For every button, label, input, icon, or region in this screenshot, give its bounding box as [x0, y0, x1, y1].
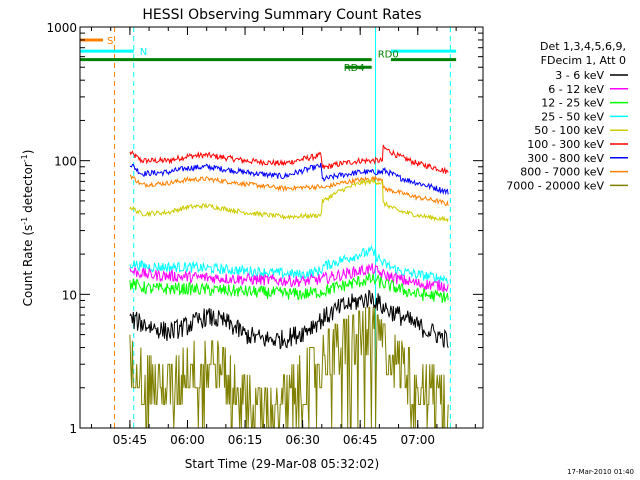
legend-label-6-12-kev: 6 - 12 keV — [548, 83, 604, 96]
series-7000-20000-kev — [129, 306, 449, 429]
legend-label-300-800-kev: 300 - 800 keV — [527, 152, 604, 165]
x-axis: 05:45 06:00 06:15 06:30 06:45 07:00 — [91, 27, 476, 447]
legend: Det 1,3,4,5,6,9, FDecim 1, Att 0 3 - 6 k… — [506, 40, 628, 192]
legend-label-25-50-kev: 25 - 50 keV — [541, 110, 604, 123]
plot-frame — [79, 26, 484, 429]
x-tick-label: 06:45 — [343, 433, 378, 447]
y-tick-label: 1000 — [46, 21, 77, 35]
series-100-300-kev — [129, 144, 449, 175]
x-tick-label: 06:15 — [228, 433, 263, 447]
series-6-12-kev — [129, 263, 449, 293]
x-tick-label: 05:45 — [113, 433, 148, 447]
generation-timestamp: 17-Mar-2010 01:40 — [567, 468, 634, 476]
series-50-100-kev — [129, 178, 449, 223]
y-axis-label: Count Rate (s-1 detector-1) — [20, 150, 35, 307]
y-axis-label-sup2: -1 — [20, 154, 29, 162]
y-tick-label: 10 — [62, 288, 77, 302]
legend-label-7000-20000-kev: 7000 - 20000 keV — [506, 179, 604, 192]
flag-label-n: N — [140, 47, 147, 58]
flag-label-rd4: RD4 — [344, 63, 365, 74]
flag-label-rd0: RD0 — [378, 50, 399, 61]
y-axis: 1 10 100 1000 — [46, 21, 483, 436]
x-tick-label: 06:00 — [170, 433, 205, 447]
series-12-25-kev — [129, 272, 449, 303]
series-3-6-kev — [129, 289, 449, 350]
x-tick-label: 06:30 — [285, 433, 320, 447]
series-300-800-kev — [129, 162, 449, 196]
y-axis-label-end: ) — [21, 150, 35, 155]
y-axis-label-mid: detector — [21, 162, 35, 217]
y-tick-label: 100 — [54, 155, 77, 169]
y-tick-label: 1 — [69, 422, 77, 436]
legend-label-12-25-kev: 12 - 25 keV — [541, 97, 604, 110]
x-tick-label: 07:00 — [400, 433, 435, 447]
legend-label-800-7000-kev: 800 - 7000 keV — [520, 166, 604, 179]
legend-label-100-300-kev: 100 - 300 keV — [527, 138, 604, 151]
legend-label-3-6-kev: 3 - 6 keV — [555, 69, 604, 82]
legend-label-50-100-kev: 50 - 100 keV — [534, 124, 604, 137]
legend-header-decimation: FDecim 1, Att 0 — [541, 54, 626, 67]
chart-title: HESSI Observing Summary Count Rates — [142, 7, 421, 23]
x-axis-label: Start Time (29-Mar-08 05:32:02) — [185, 457, 379, 471]
data-marks: S N RD0 RD4 — [79, 27, 457, 429]
legend-header-detectors: Det 1,3,4,5,6,9, — [540, 40, 626, 53]
y-axis-label-main: Count Rate (s — [21, 225, 35, 307]
series-800-7000-kev — [129, 174, 449, 207]
flag-label-s: S — [107, 36, 113, 47]
y-axis-label-sup1: -1 — [20, 217, 29, 225]
